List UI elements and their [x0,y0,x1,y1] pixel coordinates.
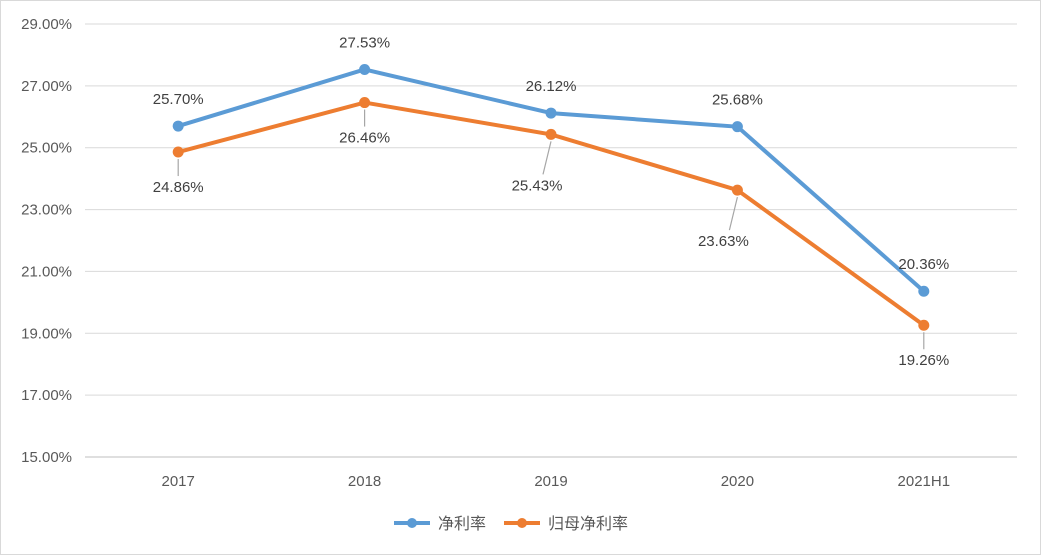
legend: 净利率 归母净利率 [394,514,628,533]
legend-item-parent-net-margin: 归母净利率 [504,514,628,533]
legend-label: 净利率 [438,514,486,533]
x-tick-label: 2019 [534,473,567,490]
x-tick-label: 2020 [721,473,754,490]
data-label: 20.36% [898,256,949,273]
x-tick-label: 2017 [162,473,195,490]
data-label: 23.63% [698,233,749,250]
data-point [918,319,930,331]
gridlines [85,23,1017,458]
y-axis-ticks: 15.00% 17.00% 19.00% 21.00% 23.00% 25.00% 27.0… [21,16,72,466]
x-tick-label: 2018 [348,473,381,490]
data-label: 25.43% [512,177,563,194]
data-label: 25.68% [712,92,763,109]
y-tick-label: 25.00% [21,140,72,157]
x-tick-label: 2021H1 [898,473,951,490]
data-labels: 25.70% 27.53% 26.12% 25.68% 20.36% 24.86% 26.4… [153,34,949,369]
data-label: 19.26% [898,352,949,369]
data-label: 27.53% [339,34,390,51]
legend-swatch-marker [517,518,527,528]
leader-line [542,141,552,175]
data-point [731,121,743,133]
series-lines [172,63,930,331]
data-point [545,128,557,140]
data-label: 26.46% [339,130,390,147]
legend-label: 归母净利率 [548,514,628,533]
y-tick-label: 17.00% [21,387,72,404]
data-point [359,63,371,75]
data-label: 25.70% [153,91,204,108]
label-leader-lines [177,109,925,350]
data-point [918,285,930,297]
data-label: 26.12% [526,78,577,95]
data-point [545,107,557,119]
y-tick-label: 19.00% [21,325,72,342]
y-tick-label: 29.00% [21,16,72,33]
data-point [359,97,371,109]
y-tick-label: 27.00% [21,78,72,95]
leader-line [728,196,738,231]
data-point [172,146,184,158]
y-tick-label: 15.00% [21,449,72,466]
y-tick-label: 23.00% [21,202,72,219]
data-point [731,184,743,196]
legend-item-net-margin: 净利率 [394,514,486,533]
data-label: 24.86% [153,179,204,196]
x-axis-ticks: 2017 2018 2019 2020 2021H1 [162,473,951,490]
y-tick-label: 21.00% [21,263,72,280]
data-point [172,120,184,132]
legend-swatch-marker [407,518,417,528]
